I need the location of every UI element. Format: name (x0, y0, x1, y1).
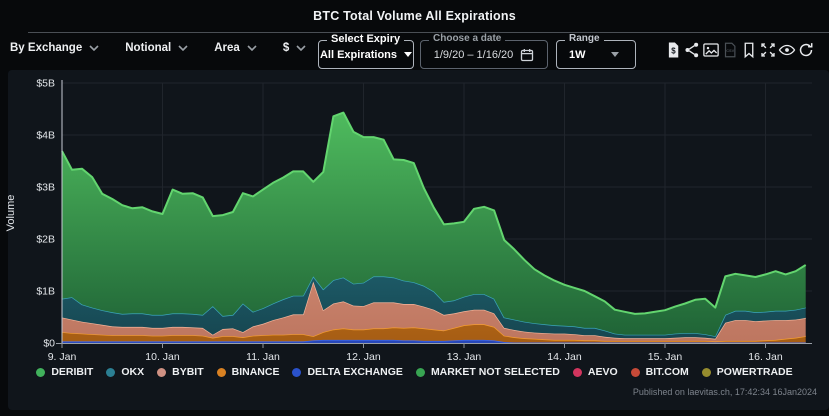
x-tick-label: 13. Jan (447, 351, 482, 363)
page-title: BTC Total Volume All Expirations (313, 9, 516, 23)
legend-label: AEVO (587, 366, 618, 378)
fullscreen-icon[interactable] (759, 41, 777, 59)
range-select-legend: Range (565, 34, 604, 44)
x-tick-label: 11. Jan (246, 351, 280, 363)
x-tick-label: 14. Jan (547, 351, 582, 363)
legend-marker (572, 367, 582, 377)
filter-notional-label: Notional (125, 42, 172, 54)
range-select[interactable]: Range 1W (556, 34, 636, 69)
legend-marker (216, 367, 226, 377)
chart-legend: DERIBIT OKX BYBIT BINANCE DELTA EXCHANGE MARK… (0, 366, 829, 378)
chevron-down-icon (89, 45, 99, 51)
x-tick-label: 16. Jan (748, 351, 783, 363)
legend-item-okx[interactable]: OKX (106, 366, 144, 378)
legend-marker (106, 367, 116, 377)
chevron-down-icon (296, 45, 306, 51)
legend-label: DERIBIT (51, 366, 94, 378)
legend-marker (701, 367, 711, 377)
series-area-deribit (62, 112, 806, 337)
legend-label: BYBIT (172, 366, 204, 378)
svg-text:$: $ (671, 46, 676, 55)
legend-item-delta-exchange[interactable]: DELTA EXCHANGE (292, 366, 403, 378)
date-range-legend: Choose a date (429, 34, 506, 44)
x-tick-label: 12. Jan (346, 351, 381, 363)
filter-chart-type[interactable]: Area (214, 42, 257, 54)
expiry-select-legend: Select Expiry (327, 34, 405, 45)
chart-area[interactable]: $0 $1B $2B $3B $4B $5B 9. Jan 10. Jan 11. Jan 12.… (0, 64, 829, 376)
legend-item-deribit[interactable]: DERIBIT (36, 366, 93, 378)
y-tick-label: $0 (43, 338, 55, 350)
published-note: Published on laevitas.ch, 17:42:34 16Jan… (632, 387, 817, 397)
y-tick-label: $2B (36, 234, 55, 246)
filter-by-exchange-label: By Exchange (10, 42, 83, 54)
chevron-down-icon (247, 45, 257, 51)
legend-item-binance[interactable]: BINANCE (216, 366, 280, 378)
eye-icon[interactable] (778, 41, 796, 59)
x-tick-label: 15. Jan (648, 351, 683, 363)
date-range-input[interactable]: Choose a date 1/9/20 – 1/16/20 (420, 34, 548, 69)
legend-label: DELTA EXCHANGE (307, 366, 403, 378)
calendar-icon[interactable] (520, 48, 534, 62)
filter-by-exchange[interactable]: By Exchange (10, 42, 99, 54)
bookmark-icon[interactable] (740, 41, 758, 59)
download-csv-icon[interactable]: CSV (721, 41, 739, 59)
export-data-icon[interactable]: $ (664, 41, 682, 59)
y-tick-label: $5B (36, 78, 55, 90)
filter-group: By Exchange Notional Area $ (10, 42, 306, 54)
caret-down-icon (610, 52, 619, 57)
series-area-binance (62, 324, 806, 343)
svg-text:CSV: CSV (726, 48, 734, 53)
date-range-value: 1/9/20 – 1/16/20 (433, 48, 514, 61)
legend-marker (36, 367, 46, 377)
chart-actions: $ CSV (664, 41, 815, 59)
y-tick-label: $3B (36, 182, 55, 194)
legend-marker (630, 367, 640, 377)
expiry-select[interactable]: Select Expiry All Expirations (318, 34, 414, 69)
chevron-down-icon (178, 45, 188, 51)
legend-item-aevo[interactable]: AEVO (572, 366, 618, 378)
x-tick-label: 9. Jan (48, 351, 77, 363)
legend-item-bit-com[interactable]: BIT.COM (630, 366, 689, 378)
series-area-okx (62, 276, 806, 339)
legend-marker (292, 367, 302, 377)
legend-label: OKX (121, 366, 145, 378)
refresh-icon[interactable] (797, 41, 815, 59)
filter-chart-type-label: Area (214, 42, 240, 54)
range-select-value: 1W (569, 48, 586, 61)
share-icon[interactable] (683, 41, 701, 59)
filter-notional[interactable]: Notional (125, 42, 188, 54)
toolbar: By Exchange Notional Area $ Select Expir… (0, 34, 829, 69)
x-tick-label: 10. Jan (145, 351, 180, 363)
legend-item-powertrade[interactable]: POWERTRADE (701, 366, 793, 378)
expiry-select-value: All Expirations (319, 48, 398, 61)
legend-item-bybit[interactable]: BYBIT (157, 366, 204, 378)
y-axis-title: Volume (5, 195, 17, 232)
y-tick-label: $4B (36, 130, 55, 142)
series-area-bybit (62, 281, 806, 342)
title-divider (28, 32, 829, 33)
download-image-icon[interactable] (702, 41, 720, 59)
legend-label: BIT.COM (645, 366, 689, 378)
y-tick-label: $1B (36, 286, 55, 298)
filter-currency-label: $ (282, 42, 290, 54)
legend-marker (157, 367, 167, 377)
legend-label: BINANCE (231, 366, 280, 378)
legend-label: MARKET NOT SELECTED (430, 366, 560, 378)
volume-chart[interactable]: $0 $1B $2B $3B $4B $5B 9. Jan 10. Jan 11. Jan 12.… (0, 64, 829, 376)
legend-item-market-not-selected[interactable]: MARKET NOT SELECTED (415, 366, 560, 378)
filter-currency[interactable]: $ (283, 42, 306, 54)
legend-label: POWERTRADE (716, 366, 793, 378)
legend-marker (415, 367, 425, 377)
caret-down-icon (404, 52, 413, 57)
